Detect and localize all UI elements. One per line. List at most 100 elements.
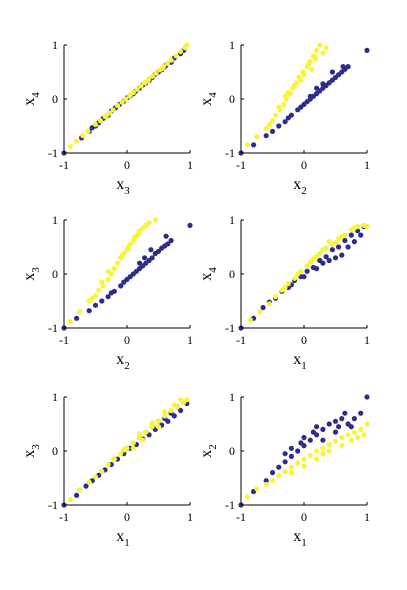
data-point (85, 128, 91, 134)
data-point (301, 72, 307, 78)
data-point (317, 42, 323, 48)
data-point (263, 478, 269, 484)
data-point (312, 55, 318, 62)
data-point (143, 429, 149, 435)
data-point (67, 497, 73, 503)
y-tick-label: 0 (52, 92, 58, 106)
data-point (123, 96, 129, 102)
data-point (273, 294, 279, 300)
data-point (99, 468, 105, 475)
data-point (298, 77, 304, 83)
data-point (130, 445, 136, 451)
x-axis-label: x1 (116, 528, 130, 549)
data-point (355, 434, 361, 441)
data-point (326, 441, 332, 448)
data-point (306, 61, 312, 67)
data-point (266, 301, 272, 307)
data-point (74, 138, 80, 144)
y-axis-label: x3 (21, 444, 42, 458)
data-point (163, 233, 169, 239)
data-point (121, 447, 127, 453)
y-tick-label: 1 (52, 390, 58, 404)
data-point (254, 134, 260, 140)
data-point (332, 429, 339, 435)
data-point (152, 217, 158, 223)
data-point (74, 315, 80, 321)
y-axis-label: x3 (21, 267, 42, 281)
data-point (244, 142, 250, 148)
subplot-x1-x4: -1 0 1 -1 0 1 x1 x4 (198, 213, 370, 372)
subplot-x1-x2: -1 0 1 -1 0 1 x1 x2 (198, 390, 370, 549)
x-tick-label: 0 (124, 158, 130, 172)
data-point (263, 126, 269, 132)
data-point (358, 232, 364, 238)
data-point (351, 429, 357, 435)
x-tick-label: 0 (124, 510, 130, 524)
data-point (295, 460, 301, 466)
data-point (320, 81, 326, 87)
data-point (148, 247, 154, 253)
data-point (307, 452, 313, 458)
data-point (164, 60, 170, 66)
data-point (314, 456, 320, 462)
data-point (320, 451, 326, 457)
data-point (168, 57, 174, 63)
data-point (119, 253, 125, 259)
data-point (159, 66, 165, 72)
data-point (254, 486, 260, 492)
data-point (342, 237, 348, 244)
data-point (288, 464, 294, 470)
data-point (121, 279, 127, 285)
x-tick-label: 0 (124, 333, 130, 347)
data-point (348, 437, 354, 443)
y-tick-label: 0 (52, 267, 58, 281)
data-point (282, 93, 288, 99)
data-point (295, 448, 301, 454)
x-tick-label: -1 (236, 510, 246, 524)
data-point (67, 318, 73, 325)
data-point (295, 271, 301, 277)
x-tick-label: 1 (187, 333, 193, 347)
data-point (266, 122, 272, 128)
data-point (282, 459, 288, 465)
data-point (320, 437, 326, 443)
data-point (301, 434, 307, 441)
data-point (263, 133, 269, 139)
x-tick-label: -1 (236, 333, 246, 347)
y-tick-label: -1 (225, 321, 235, 335)
series-1-points (238, 223, 367, 331)
data-point (317, 250, 323, 257)
data-point (257, 309, 263, 315)
subplot-x2-x3: -1 0 1 -1 0 1 x2 x3 (21, 213, 193, 372)
y-axis-label: x4 (21, 92, 42, 106)
data-point (320, 50, 326, 56)
data-point (118, 283, 124, 289)
data-point (125, 244, 131, 250)
data-point (92, 302, 99, 308)
y-tick-label: 0 (52, 444, 58, 458)
data-point (320, 426, 326, 432)
x-axis-label: x2 (293, 176, 307, 197)
data-point (332, 418, 339, 424)
data-point (314, 85, 320, 91)
data-point (307, 93, 313, 99)
data-point (345, 64, 351, 70)
data-point (314, 254, 320, 260)
data-point (119, 99, 125, 105)
data-point (285, 281, 291, 287)
data-point (67, 143, 73, 150)
data-point (111, 266, 117, 272)
data-point (276, 123, 282, 129)
data-point (339, 443, 345, 449)
data-point (340, 64, 346, 70)
data-point (269, 478, 276, 484)
data-point (77, 309, 83, 315)
data-point (149, 420, 155, 426)
data-point (130, 440, 136, 446)
data-point (132, 234, 138, 240)
data-point (247, 317, 253, 323)
x-tick-label: -1 (236, 158, 246, 172)
data-point (339, 233, 345, 239)
data-point (184, 42, 190, 48)
subplot-x1-x3: -1 0 1 -1 0 1 x1 x3 (21, 390, 193, 549)
